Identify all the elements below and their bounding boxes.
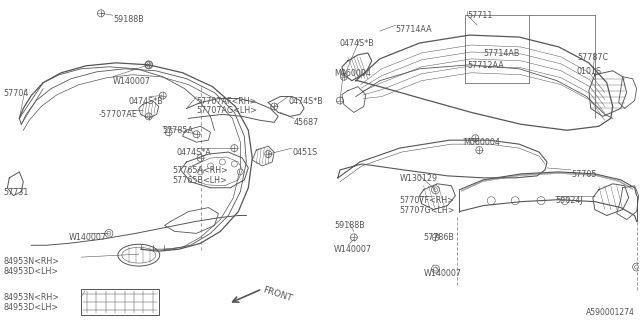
Text: 45687: 45687: [294, 118, 319, 127]
Text: 57765B<LH>: 57765B<LH>: [173, 176, 227, 185]
Text: W140007: W140007: [424, 269, 461, 278]
Text: M060004: M060004: [463, 138, 500, 147]
Text: 59188B: 59188B: [334, 221, 365, 230]
Text: 84953D<LH>: 84953D<LH>: [3, 267, 58, 276]
Text: 0101S: 0101S: [577, 67, 602, 76]
Text: M060004: M060004: [334, 69, 371, 78]
Text: 57705: 57705: [571, 170, 596, 179]
Text: 57714AB: 57714AB: [483, 49, 520, 58]
Text: 0474S*A: 0474S*A: [177, 148, 211, 157]
Text: 0474S*B: 0474S*B: [340, 39, 374, 48]
Text: -57707AE: -57707AE: [99, 110, 138, 119]
Text: 57711: 57711: [467, 11, 493, 20]
Text: 0474S*B: 0474S*B: [129, 97, 164, 106]
Text: W140007: W140007: [334, 245, 372, 254]
Text: FRONT: FRONT: [262, 285, 293, 303]
Text: 57707AF<RH>: 57707AF<RH>: [196, 97, 257, 106]
Text: 57785A: 57785A: [163, 126, 194, 135]
Text: A590001274: A590001274: [586, 308, 635, 316]
Bar: [81, 289, 159, 315]
Text: W140007: W140007: [69, 233, 107, 242]
Text: 84953N<RH>: 84953N<RH>: [3, 257, 60, 266]
Text: 0451S: 0451S: [292, 148, 317, 157]
Text: 57765A<RH>: 57765A<RH>: [173, 166, 228, 175]
Text: 57712AA: 57712AA: [467, 61, 504, 70]
Text: 57714AA: 57714AA: [396, 25, 432, 34]
Text: 57704: 57704: [3, 89, 29, 98]
Text: 57707G<LH>: 57707G<LH>: [399, 206, 455, 215]
Text: 84953D<LH>: 84953D<LH>: [3, 303, 58, 312]
Text: W130129: W130129: [399, 174, 438, 183]
Text: 0474S*B: 0474S*B: [288, 97, 323, 106]
Text: 59188B: 59188B: [113, 15, 143, 24]
Text: 57707AG<LH>: 57707AG<LH>: [196, 107, 257, 116]
Text: 84953N<RH>: 84953N<RH>: [3, 293, 60, 302]
Text: 57731: 57731: [3, 188, 29, 197]
Text: 57707F<RH>: 57707F<RH>: [399, 196, 454, 205]
Text: W140007: W140007: [113, 77, 151, 86]
Text: 57786B: 57786B: [424, 233, 454, 242]
Text: 59024J: 59024J: [555, 196, 582, 205]
Text: 57787C: 57787C: [577, 53, 608, 62]
